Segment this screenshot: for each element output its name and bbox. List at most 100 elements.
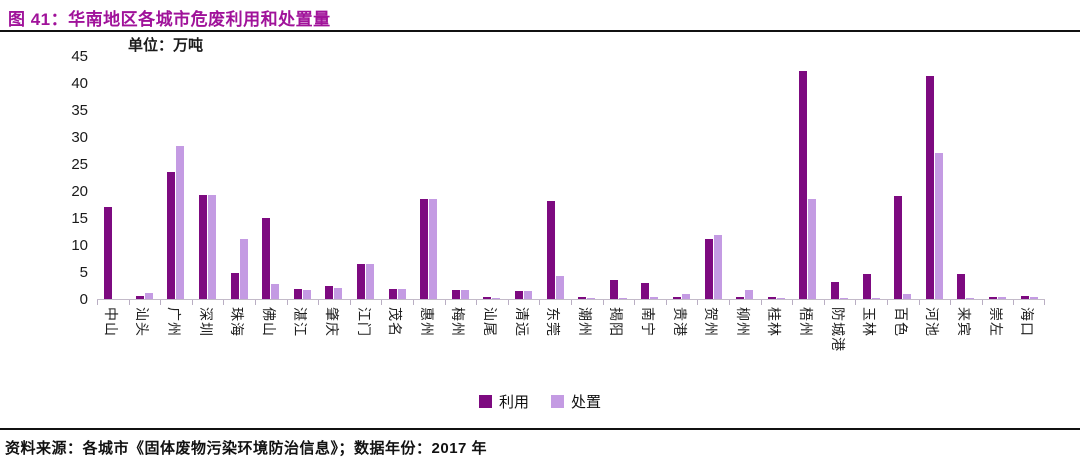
utilization-bar-湛江 [293, 288, 302, 299]
x-axis-label-佛山: 佛山 [260, 307, 277, 337]
x-axis-label-梅州: 梅州 [450, 307, 467, 337]
bar-group-湛江 [287, 57, 319, 299]
bar-group-玉林 [855, 57, 887, 299]
utilization-bar-柳州 [736, 296, 745, 299]
x-axis-label-桂林: 桂林 [766, 307, 783, 337]
footer-divider [0, 428, 1080, 430]
x-axis-tick [476, 300, 478, 305]
x-axis-tick [507, 300, 509, 305]
legend-item-disposal: 处置 [551, 391, 601, 412]
disposal-bar-茂名 [397, 289, 406, 299]
x-axis-label-中山: 中山 [102, 307, 119, 337]
disposal-bar-桂林 [776, 297, 785, 299]
x-axis-tick [571, 300, 572, 305]
bar-group-深圳 [192, 57, 224, 299]
disposal-bar-揭阳 [618, 297, 627, 299]
x-axis-tick [697, 300, 699, 305]
x-axis-label-海口: 海口 [1019, 307, 1036, 337]
bar-group-梅州 [445, 57, 477, 299]
x-axis-label-贺州: 贺州 [703, 307, 720, 337]
x-axis-label-汕头: 汕头 [134, 307, 151, 337]
figure-title: 图 41：华南地区各城市危废利用和处置量 [8, 10, 331, 29]
x-axis-label-防城港: 防城港 [829, 307, 846, 352]
x-axis-label-惠州: 惠州 [418, 307, 435, 337]
x-axis-label-深圳: 深圳 [197, 307, 214, 337]
bar-group-百色 [887, 57, 919, 299]
utilization-bar-广州 [167, 172, 176, 299]
x-axis-label-汕尾: 汕尾 [482, 307, 498, 337]
x-axis-tick [918, 300, 920, 305]
x-axis-tick [634, 300, 636, 305]
disposal-bar-海口 [1029, 296, 1038, 299]
utilization-bar-贺州 [704, 238, 713, 299]
x-axis-label-东莞: 东莞 [545, 307, 562, 337]
y-axis-tick-label: 40 [71, 75, 88, 92]
disposal-bar-深圳 [208, 194, 217, 299]
utilization-bar-潮州 [578, 297, 587, 299]
x-axis-label-南宁: 南宁 [640, 307, 656, 337]
x-axis-label-江门: 江门 [355, 307, 372, 337]
x-axis-label-湛江: 湛江 [292, 307, 309, 337]
y-axis-tick-label: 35 [71, 102, 88, 119]
y-axis-tick-label: 45 [71, 48, 88, 65]
disposal-bar-东莞 [555, 276, 564, 299]
x-axis-label-百色: 百色 [892, 307, 909, 337]
x-axis-tick [349, 300, 351, 305]
utilization-bar-河池 [925, 75, 934, 299]
y-axis-tick-label: 15 [71, 210, 88, 227]
bar-group-东莞 [539, 57, 571, 299]
x-axis-label-肇庆: 肇庆 [324, 307, 340, 337]
utilization-bar-海口 [1020, 295, 1029, 299]
bar-group-广州 [160, 57, 192, 299]
x-axis-tick [444, 300, 446, 305]
x-axis-label-崇左: 崇左 [987, 307, 1004, 337]
x-axis-tick [255, 300, 256, 305]
utilization-swatch-icon [478, 395, 492, 408]
x-axis-tick [760, 300, 762, 305]
disposal-bar-梅州 [460, 289, 469, 299]
y-axis-tick-label: 10 [71, 237, 88, 254]
bar-group-肇庆 [318, 57, 350, 299]
x-axis-tick [729, 300, 730, 305]
bar-group-来宾 [950, 57, 982, 299]
utilization-bar-百色 [894, 196, 903, 299]
legend-item-utilization: 利用 [478, 391, 529, 412]
x-axis-tick [318, 300, 320, 305]
disposal-bar-贺州 [713, 234, 722, 299]
bar-group-崇左 [982, 57, 1014, 299]
x-axis-tick [381, 300, 383, 305]
x-axis-label-广州: 广州 [166, 307, 182, 337]
x-axis-label-茂名: 茂名 [387, 307, 404, 337]
disposal-bar-惠州 [429, 199, 438, 299]
legend-label-utilization: 利用 [498, 394, 529, 411]
bar-group-清远 [508, 57, 540, 299]
bar-group-汕尾 [476, 57, 508, 299]
x-axis-tick [792, 300, 794, 305]
bar-group-惠州 [413, 57, 445, 299]
x-axis-label-珠海: 珠海 [229, 307, 246, 337]
unit-label: 单位：万吨 [128, 37, 204, 54]
x-axis-tick [223, 300, 225, 305]
bar-group-防城港 [824, 57, 856, 299]
utilization-bar-佛山 [262, 218, 271, 299]
x-axis-label-梧州: 梧州 [798, 307, 814, 337]
bar-group-海口 [1013, 57, 1045, 299]
disposal-bar-南宁 [650, 296, 659, 299]
utilization-bar-玉林 [862, 273, 871, 299]
x-axis-label-贵港: 贵港 [671, 307, 688, 337]
bar-group-梧州 [792, 57, 824, 299]
utilization-bar-珠海 [230, 273, 239, 299]
bar-group-珠海 [223, 57, 255, 299]
x-axis-tick [128, 300, 130, 305]
bar-group-贵港 [666, 57, 698, 299]
utilization-bar-清远 [515, 291, 524, 299]
disposal-bar-河池 [934, 152, 943, 299]
disposal-bar-清远 [524, 291, 533, 299]
x-axis-label-清远: 清远 [513, 307, 530, 337]
disposal-bar-汕头 [144, 292, 153, 299]
bar-group-江门 [350, 57, 382, 299]
utilization-bar-茂名 [388, 289, 397, 299]
bar-group-南宁 [634, 57, 666, 299]
bar-group-贺州 [697, 57, 729, 299]
